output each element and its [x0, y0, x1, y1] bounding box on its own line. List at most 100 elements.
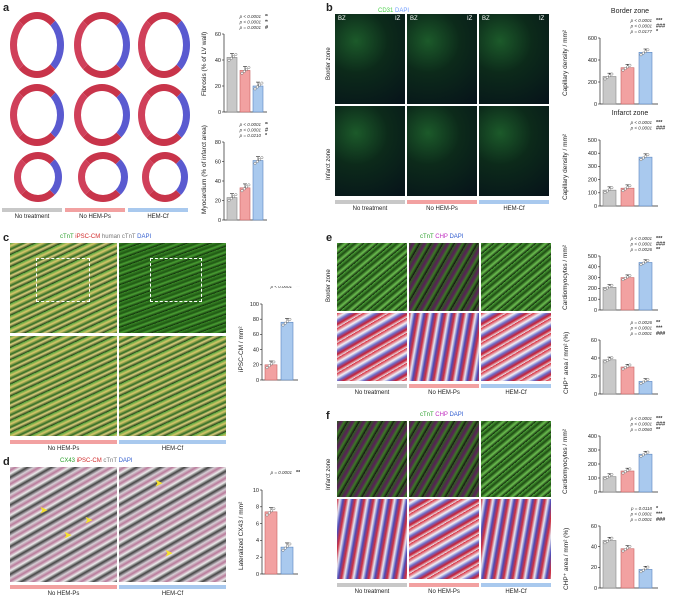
- tick-label: 100: [588, 297, 597, 303]
- data-point: [621, 549, 625, 553]
- tick-label: 80: [253, 317, 259, 323]
- data-point: [610, 536, 614, 540]
- significance-stars: ***: [656, 416, 663, 422]
- data-point: [626, 275, 630, 279]
- tick-label: 40: [591, 356, 597, 362]
- significance-stars: ***: [656, 512, 663, 518]
- tick-label: 60: [215, 32, 221, 38]
- data-point: [623, 187, 627, 191]
- p-value: p = 0.0210: [239, 133, 262, 138]
- p-value: p < 0.0001: [239, 14, 262, 19]
- stain-ctnt: cTnT: [60, 234, 74, 240]
- data-point: [608, 285, 611, 289]
- iz-label: IZ: [467, 16, 473, 22]
- data-point: [267, 364, 271, 368]
- data-point: [646, 377, 650, 381]
- data-point: [227, 58, 231, 62]
- group-bar-hem-cf: [481, 384, 551, 388]
- group-label: No HEM-Ps: [426, 206, 458, 212]
- tick-label: 500: [588, 138, 597, 144]
- bar: [638, 453, 653, 493]
- panel-label-e: e: [326, 232, 333, 244]
- group-label: HEM-Cf: [161, 591, 184, 597]
- group-label: No treatment: [354, 390, 390, 396]
- data-point: [253, 162, 257, 165]
- bar: [638, 156, 653, 207]
- bar: [264, 511, 278, 575]
- group-bar-hem-cf: [119, 440, 226, 444]
- group-bar-no-treatment: [335, 200, 405, 204]
- p-value: p < 0.0001: [630, 326, 653, 331]
- tick-label: 20: [215, 84, 221, 90]
- data-point: [628, 274, 632, 277]
- group-bar-hem-cf: [128, 208, 188, 212]
- bz-label: BZ: [338, 16, 346, 22]
- micrograph: [407, 14, 477, 104]
- group-bar-no-treatment: [337, 583, 407, 587]
- data-point: [626, 65, 630, 69]
- tick-label: 100: [250, 302, 259, 308]
- tick-label: 40: [215, 58, 221, 64]
- heart-section: [78, 152, 128, 202]
- tick-label: 0: [218, 110, 221, 116]
- data-point: [610, 473, 614, 476]
- p-value: p < 0.0001: [630, 18, 653, 23]
- micrograph: [479, 14, 549, 104]
- data-point: [605, 359, 609, 362]
- panel-label-b: b: [326, 2, 333, 14]
- data-point: [229, 197, 233, 200]
- row-label: Border zone: [326, 269, 332, 302]
- p-value: p < 0.0001: [630, 512, 653, 517]
- significance-stars: ###: [656, 331, 665, 337]
- heart-section: [10, 12, 64, 78]
- y-axis-label: Cardiomyocytes / mm²: [562, 244, 569, 310]
- data-point: [639, 382, 643, 385]
- data-point: [626, 364, 630, 368]
- data-point: [639, 570, 643, 574]
- p-value: p = 0.0118: [630, 506, 653, 511]
- data-point: [628, 363, 632, 367]
- data-point: [267, 511, 271, 515]
- heart-section: [14, 152, 62, 202]
- stain-title: cTnT CHP DAPI: [420, 234, 463, 240]
- bz-label: BZ: [482, 16, 490, 22]
- micrograph: [409, 313, 479, 381]
- data-point: [623, 67, 627, 70]
- zoom-box: [150, 258, 202, 302]
- data-point: [240, 189, 244, 193]
- stain-title: CX43 iPSC-CM cTnT DAPI: [60, 458, 133, 464]
- stain-ctnt: cTnT: [420, 234, 434, 240]
- stain-title: cTnT iPSC-CM human cTnT DAPI: [60, 234, 151, 240]
- data-point: [608, 474, 611, 478]
- group-label: No treatment: [354, 589, 390, 595]
- group-bar-hem-cf: [481, 583, 551, 587]
- y-axis-label: Cardiomyocytes / mm²: [562, 428, 569, 494]
- data-point: [626, 468, 630, 472]
- row-label: Infarct zone: [326, 148, 332, 180]
- data-point: [639, 53, 643, 57]
- data-point: [232, 55, 235, 58]
- tick-label: 0: [594, 204, 597, 210]
- p-value: p < 0.0001: [239, 128, 262, 133]
- data-point: [641, 261, 645, 265]
- data-point: [242, 187, 246, 191]
- data-point: [255, 160, 259, 163]
- data-point: [644, 452, 648, 455]
- tick-label: 20: [253, 363, 259, 369]
- y-axis-label: Fibrosis (% of LV wall): [201, 31, 208, 96]
- arrow-icon: ➤: [40, 505, 48, 515]
- data-point: [283, 321, 287, 325]
- data-point: [286, 544, 289, 548]
- data-point: [641, 51, 645, 55]
- data-point: [234, 53, 238, 56]
- row-label: Border zone: [326, 47, 332, 80]
- bar: [252, 160, 264, 221]
- data-point: [605, 75, 609, 79]
- tick-label: 4: [256, 538, 259, 544]
- group-label: HEM-Cf: [505, 589, 527, 595]
- data-point: [628, 184, 632, 188]
- data-point: [265, 513, 269, 517]
- data-point: [608, 357, 611, 361]
- group-label: HEM-Cf: [503, 206, 525, 212]
